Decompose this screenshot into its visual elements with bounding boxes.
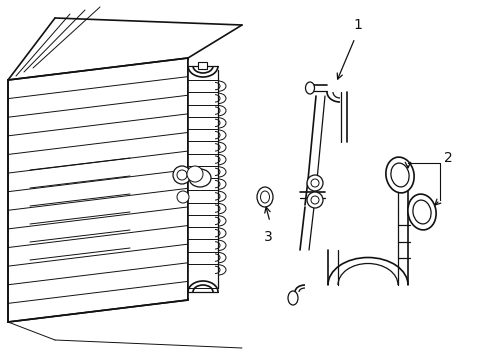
Ellipse shape bbox=[412, 200, 430, 224]
Circle shape bbox=[177, 191, 189, 203]
Text: 2: 2 bbox=[443, 151, 452, 165]
Circle shape bbox=[310, 179, 318, 187]
Circle shape bbox=[177, 170, 186, 180]
Circle shape bbox=[310, 196, 318, 204]
Ellipse shape bbox=[305, 82, 314, 94]
Text: 3: 3 bbox=[263, 230, 272, 244]
Circle shape bbox=[306, 192, 323, 208]
Bar bbox=[198, 62, 206, 69]
Ellipse shape bbox=[257, 187, 272, 207]
Ellipse shape bbox=[407, 194, 435, 230]
Text: 1: 1 bbox=[353, 18, 362, 32]
Circle shape bbox=[173, 166, 191, 184]
Ellipse shape bbox=[385, 157, 413, 193]
Circle shape bbox=[186, 166, 203, 182]
Polygon shape bbox=[187, 60, 218, 298]
Ellipse shape bbox=[390, 163, 408, 187]
Ellipse shape bbox=[189, 169, 210, 187]
Ellipse shape bbox=[260, 191, 269, 203]
Ellipse shape bbox=[287, 291, 297, 305]
Polygon shape bbox=[8, 58, 187, 322]
Circle shape bbox=[306, 175, 323, 191]
